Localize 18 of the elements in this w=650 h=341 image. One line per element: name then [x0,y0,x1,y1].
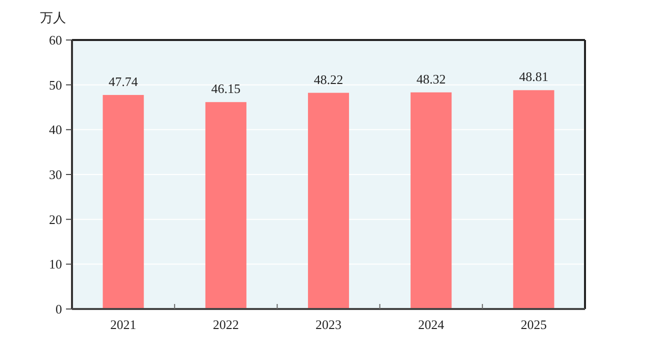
y-tick-label: 50 [49,77,62,92]
y-tick-label: 40 [49,122,62,138]
y-tick-label: 30 [49,167,62,182]
x-tick-label: 2024 [418,317,445,332]
x-tick-label: 2022 [212,317,239,332]
x-tick-label: 2023 [316,317,342,332]
data-label: 47.74 [108,74,138,89]
y-axis-title: 万人 [40,11,66,26]
data-label: 48.32 [416,71,446,86]
y-tick-label: 0 [56,302,62,317]
x-tick-label: 2025 [520,317,547,332]
data-label: 48.81 [519,69,548,84]
y-tick-label: 20 [49,212,62,227]
data-label: 46.15 [211,81,241,96]
y-tick-label: 10 [49,256,62,272]
x-tick-label: 2021 [110,317,136,332]
y-tick-label: 60 [49,32,62,48]
data-label: 48.22 [314,72,344,87]
